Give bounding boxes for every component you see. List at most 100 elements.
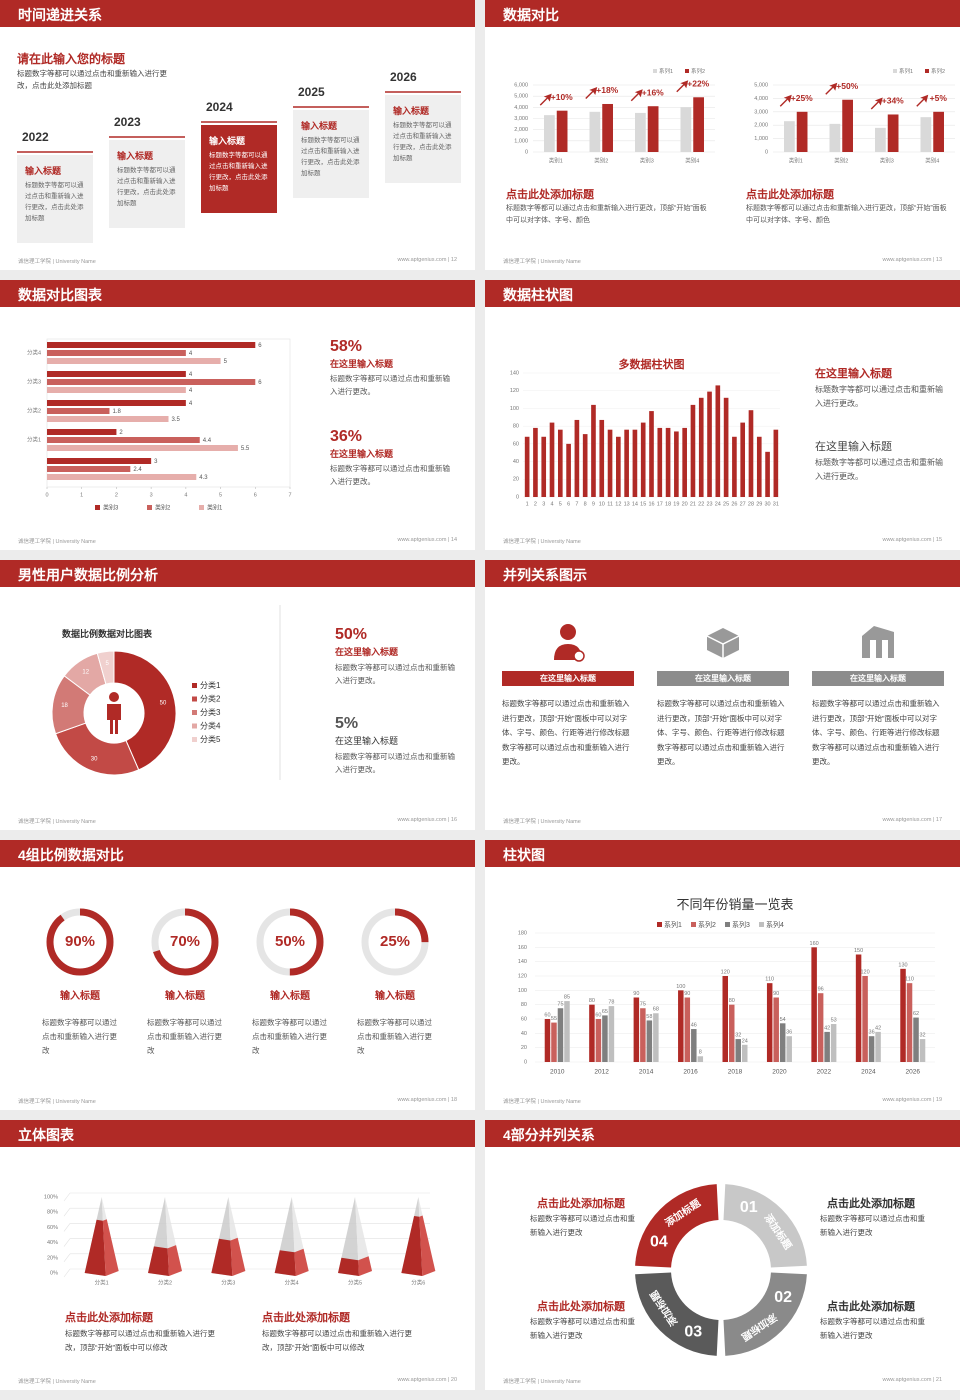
bar bbox=[595, 1019, 602, 1062]
pyramid-face bbox=[148, 1246, 169, 1276]
x-tick-label: 26 bbox=[731, 501, 737, 507]
legend-label: 分类5 bbox=[200, 734, 221, 744]
note-text: 标题数字等都可以通过点击和重新输入进行更改，顶部“开始”面板中可以修改 bbox=[65, 1329, 215, 1352]
bar bbox=[824, 1031, 830, 1062]
footer-right: www.aptgenius.com | 16 bbox=[397, 817, 457, 823]
segment-number: 01 bbox=[740, 1199, 758, 1216]
footer-left: 诚信理工学院 | University Name bbox=[503, 819, 581, 825]
slide-header bbox=[0, 1120, 475, 1147]
step-text: 标题数字等都可以通过点击和重新输入进行更改，点击此处添加标题 bbox=[25, 182, 84, 222]
slide: 90% 70% 50% 25% 4组比例数据对比 输入标题 标题数字等都可以通过点击和重新输… bbox=[0, 840, 475, 1110]
legend-swatch bbox=[653, 69, 657, 73]
bar bbox=[740, 422, 746, 497]
legend-swatch bbox=[893, 69, 897, 73]
x-tick-label: 2020 bbox=[772, 1069, 787, 1076]
x-tick-label: 分类4 bbox=[285, 1278, 299, 1286]
growth-arrow bbox=[585, 86, 598, 99]
legend-label: 系列4 bbox=[766, 920, 784, 929]
legend-swatch bbox=[192, 737, 197, 742]
x-tick-label: 4 bbox=[550, 501, 553, 507]
legend-swatch bbox=[691, 922, 696, 927]
item-title: 输入标题 bbox=[375, 991, 415, 1002]
data-label: 5.5 bbox=[241, 446, 250, 452]
data-label: 12 bbox=[82, 669, 89, 675]
bar bbox=[657, 427, 663, 497]
step-title: 输入标题 bbox=[393, 106, 430, 116]
bar bbox=[906, 983, 913, 1062]
data-label: 4 bbox=[189, 388, 193, 394]
data-label: 90 bbox=[773, 991, 779, 997]
x-tick-label: 13 bbox=[624, 501, 630, 507]
y-tick-label: 60 bbox=[521, 1016, 527, 1022]
bar bbox=[551, 1022, 557, 1062]
x-tick-label: 29 bbox=[756, 501, 762, 507]
footer-left: 诚信理工学院 | University Name bbox=[18, 819, 96, 825]
x-tick-label: 31 bbox=[773, 501, 779, 507]
step-text: 标题数字等都可以通过点击和重新输入进行更改，点击此处添加标题 bbox=[209, 152, 268, 192]
x-tick-label: 25 bbox=[723, 501, 729, 507]
bar bbox=[47, 358, 221, 364]
item-title: 在这里输入标题 bbox=[850, 674, 906, 683]
legend-label: 类别1 bbox=[207, 504, 223, 512]
note-text: 标题数字等都可以通过点击和重新输入进行更改 bbox=[530, 1317, 635, 1340]
slide-graphics: 50 分类1 30 分类2 18 分类3 12 分类4 5 分类5 bbox=[51, 605, 281, 780]
growth-label: +50% bbox=[836, 81, 858, 91]
bar bbox=[47, 445, 238, 451]
footer-left: 诚信理工学院 | University Name bbox=[503, 539, 581, 545]
cycle-segment bbox=[723, 1272, 807, 1356]
y-tick-label: 2,000 bbox=[514, 127, 528, 133]
item-text: 标题数字等都可以通过点击和重新输入进行更改 bbox=[252, 1018, 327, 1055]
y-tick-label: 100 bbox=[518, 988, 527, 994]
bar bbox=[919, 1039, 926, 1062]
x-tick-label: 27 bbox=[740, 501, 746, 507]
icon bbox=[573, 650, 585, 662]
bar bbox=[607, 429, 613, 497]
growth-arrow bbox=[539, 93, 552, 106]
stat-text: 标题数字等都可以通过点击和重新输入进行更改。 bbox=[330, 464, 450, 486]
bar bbox=[541, 436, 547, 497]
item-bar bbox=[657, 671, 789, 686]
x-tick-label: 分类2 bbox=[158, 1278, 172, 1286]
growth-arrow bbox=[630, 89, 643, 102]
legend-label: 系列2 bbox=[931, 67, 945, 75]
donut-segment bbox=[113, 650, 177, 771]
x-tick-label: 10 bbox=[599, 501, 605, 507]
slide: 并列关系图示 在这里输入标题 标题数字等都可以通过点击和重新输入进行更改，顶部“开始… bbox=[485, 560, 960, 830]
growth-arrow bbox=[825, 82, 838, 95]
chart-text: 标题数字等都可以通过点击和重新输入进行更改，顶部“开始”面板中可以对字体、字号、… bbox=[506, 205, 707, 224]
slide-header bbox=[485, 280, 960, 307]
growth-label: +5% bbox=[930, 93, 948, 103]
bar bbox=[698, 397, 704, 497]
bar bbox=[47, 400, 186, 406]
x-tick-label: 1 bbox=[80, 492, 83, 498]
x-tick-label: 23 bbox=[706, 501, 712, 507]
y-tick-label: 5,000 bbox=[754, 82, 768, 88]
x-tick-label: 2016 bbox=[683, 1069, 698, 1076]
gauge-label: 50% bbox=[275, 933, 305, 950]
bar bbox=[653, 1013, 659, 1062]
x-tick-label: 4 bbox=[184, 492, 187, 498]
footer-left: 诚信理工学院 | University Name bbox=[18, 539, 96, 545]
segment-number: 04 bbox=[650, 1233, 668, 1250]
cycle-segment bbox=[723, 1184, 807, 1268]
stat-text: 标题数字等都可以通过点击和重新输入进行更改。 bbox=[330, 374, 450, 396]
bar bbox=[47, 416, 169, 422]
pyramid-shell bbox=[355, 1197, 372, 1276]
item-title: 在这里输入标题 bbox=[540, 674, 596, 683]
legend-swatch bbox=[147, 505, 152, 510]
data-label: 24 bbox=[742, 1038, 748, 1044]
x-tick-label: 类别4 bbox=[925, 156, 939, 164]
note-title: 在这里输入标题 bbox=[815, 368, 892, 380]
slide-header bbox=[485, 840, 960, 867]
x-tick-label: 分类1 bbox=[95, 1278, 109, 1286]
data-label: 50 bbox=[160, 700, 167, 706]
bar bbox=[47, 371, 186, 377]
data-label: 46 bbox=[691, 1022, 697, 1028]
y-tick-label: 2,000 bbox=[754, 123, 768, 129]
y-tick-label: 20 bbox=[513, 477, 519, 483]
bar bbox=[868, 1036, 875, 1062]
icon bbox=[870, 640, 876, 658]
y-tick-label: 0 bbox=[525, 149, 528, 155]
category-label: 分类3 bbox=[27, 377, 41, 385]
data-label: 36 bbox=[786, 1030, 792, 1036]
